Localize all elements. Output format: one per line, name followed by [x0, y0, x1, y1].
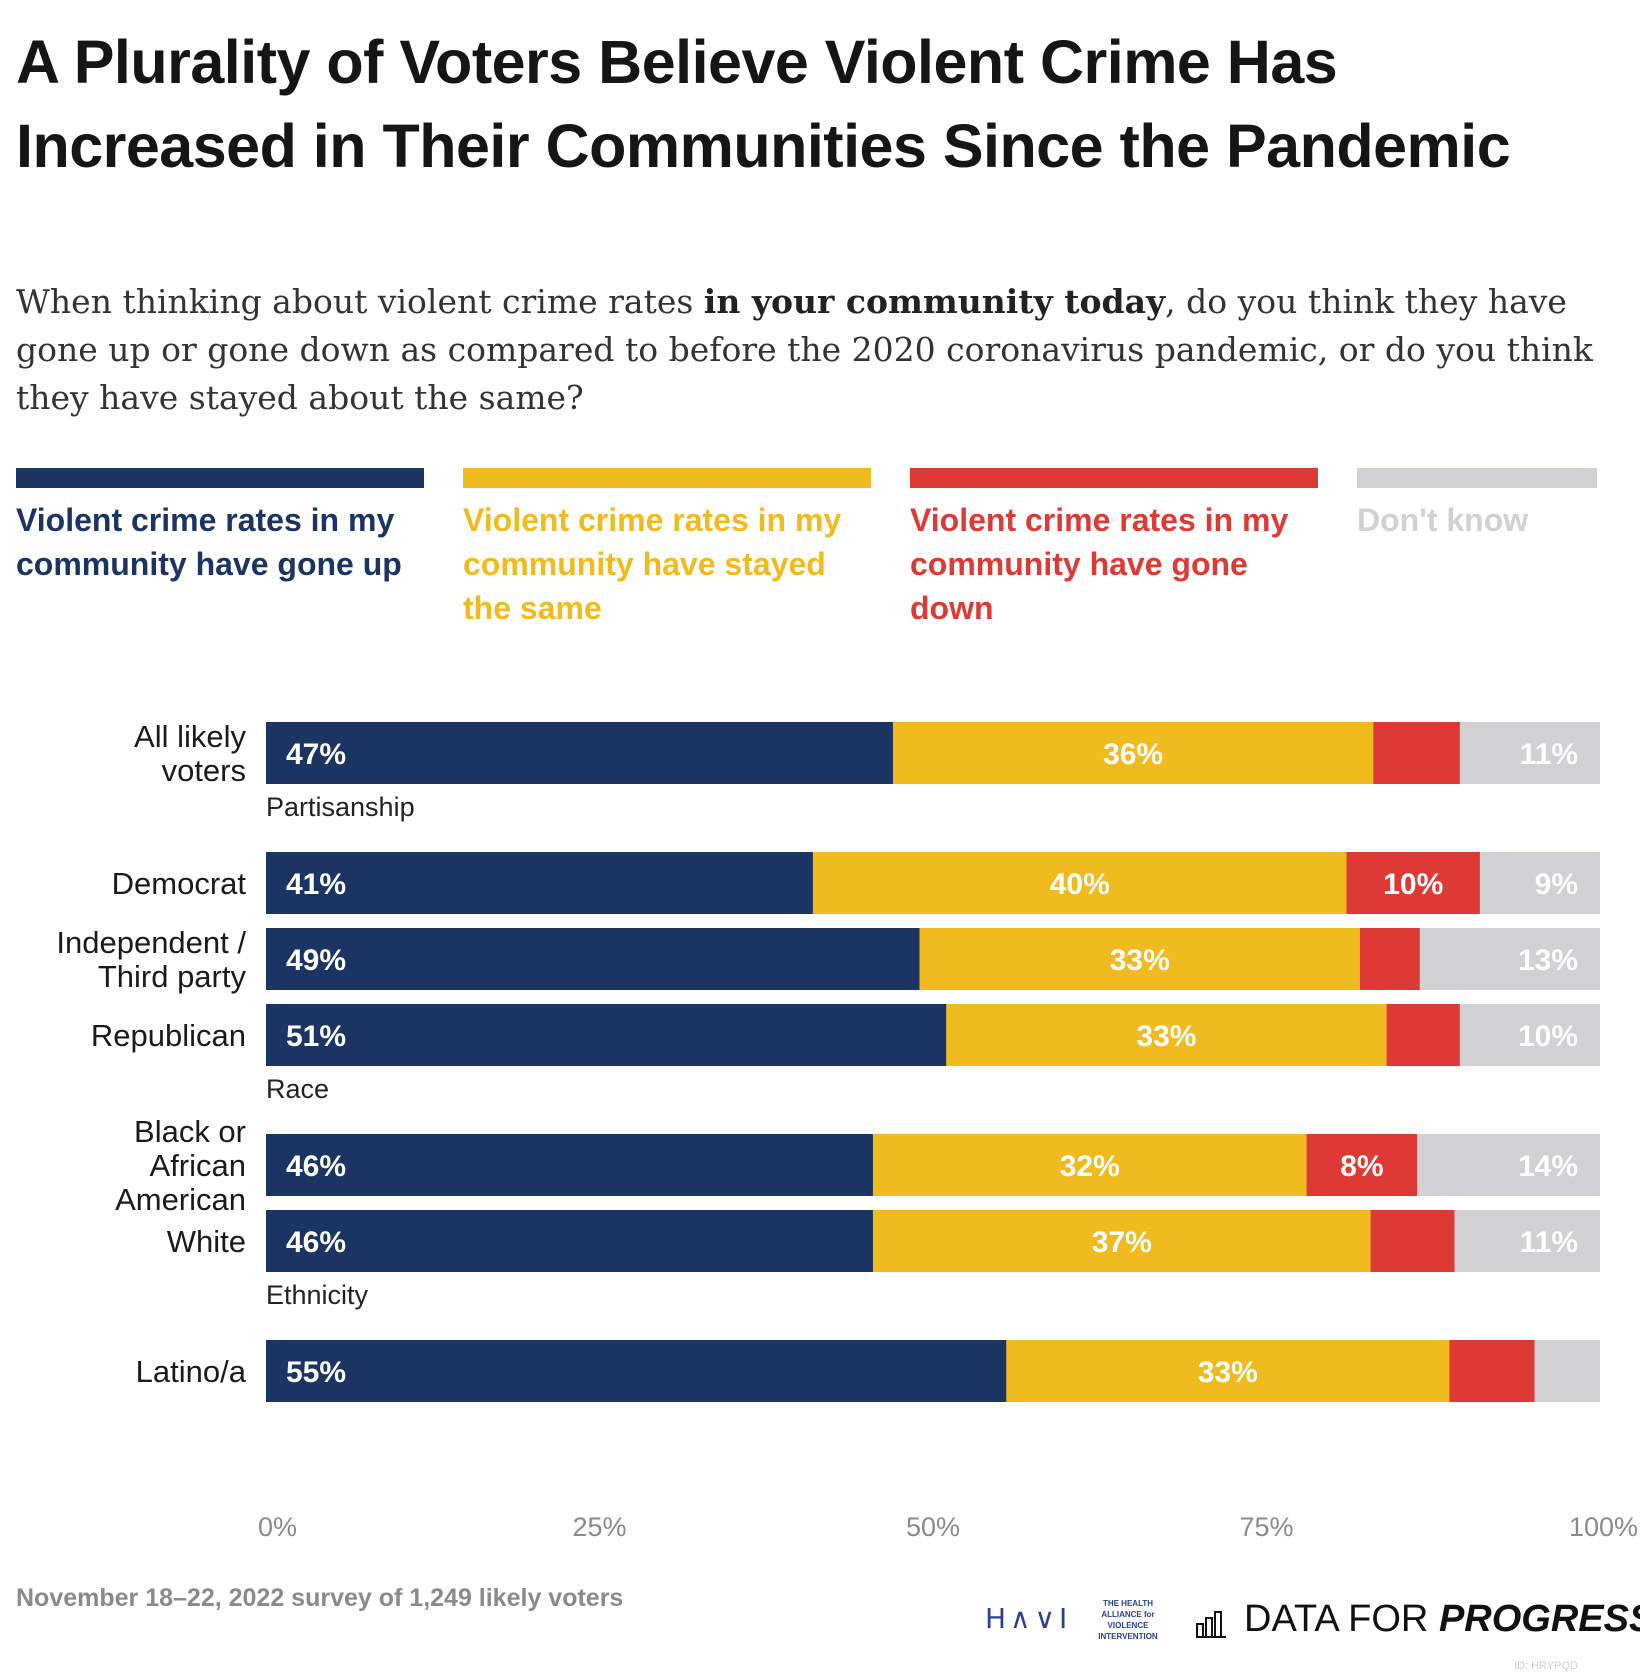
category-label-republican: Republican: [91, 1018, 246, 1053]
chart-id: ID: HRYPQD: [1514, 1660, 1578, 1672]
bar-segment-independent-third-party-gone-down: [1359, 928, 1420, 990]
bar-segment-republican-gone-up: [266, 1004, 947, 1066]
legend-swatch-gone-down: [910, 468, 1318, 488]
category-label-white: White: [167, 1224, 246, 1259]
x-tick-label: 100%: [1569, 1512, 1638, 1542]
data-label-independent-third-party-stayed-same: 33%: [1110, 944, 1170, 977]
category-label-independent-third-party: Independent /: [56, 925, 246, 960]
subtitle-text-start: When thinking about violent crime rates: [16, 282, 704, 321]
bar-segment-black-or-african-american-stayed-same: [872, 1134, 1307, 1196]
bar-segment-white-gone-down: [1370, 1210, 1455, 1272]
data-label-all-likely-voters-dont-know: 11%: [1520, 738, 1578, 771]
data-label-all-likely-voters-stayed-same: 36%: [1103, 738, 1163, 771]
data-label-white-stayed-same: 37%: [1092, 1226, 1152, 1259]
bar-segment-independent-third-party-stayed-same: [919, 928, 1360, 990]
category-label-black-or-african-american: Black or: [134, 1114, 246, 1149]
dfp-wordmark-bold: PROGRESS: [1438, 1598, 1640, 1640]
legend-swatch-dont-know: [1357, 468, 1597, 488]
data-label-black-or-african-american-gone-up: 46%: [286, 1150, 346, 1183]
data-label-democrat-gone-down: 10%: [1383, 868, 1443, 901]
legend-label-dont-know: Don't know: [1357, 502, 1529, 538]
bar-segment-democrat-dont-know: [1479, 852, 1600, 914]
data-label-latino-a-gone-up: 55%: [286, 1356, 346, 1389]
havi-logo-mark: H∧∨I: [985, 1602, 1072, 1635]
category-label-latino-a: Latino/a: [136, 1354, 247, 1389]
havi-logo: H∧∨I THE HEALTH ALLIANCE for VIOLENCE IN…: [985, 1598, 1165, 1644]
bar-segment-latino-a-stayed-same: [1006, 1340, 1450, 1402]
survey-note: November 18–22, 2022 survey of 1,249 lik…: [16, 1584, 624, 1612]
bar-segment-all-likely-voters-stayed-same: [892, 722, 1374, 784]
bar-segment-white-stayed-same: [872, 1210, 1371, 1272]
legend-label-gone-up: Violent crime rates in my community have…: [16, 502, 402, 582]
data-label-black-or-african-american-stayed-same: 32%: [1060, 1150, 1120, 1183]
data-label-republican-dont-know: 10%: [1518, 1020, 1578, 1053]
bar-segment-black-or-african-american-dont-know: [1417, 1134, 1600, 1196]
x-tick-label: 25%: [572, 1512, 626, 1542]
bar-segment-democrat-gone-down: [1346, 852, 1480, 914]
category-label-black-or-african-american: American: [115, 1182, 246, 1217]
bar-segment-latino-a-gone-down: [1449, 1340, 1535, 1402]
havi-logo-text: THE HEALTH ALLIANCE for VIOLENCE INTERVE…: [1098, 1599, 1158, 1641]
bar-segment-independent-third-party-gone-up: [266, 928, 920, 990]
bar-segment-white-dont-know: [1454, 1210, 1600, 1272]
bar-segment-republican-dont-know: [1459, 1004, 1600, 1066]
x-tick-label: 75%: [1239, 1512, 1293, 1542]
category-label-black-or-african-american: African: [150, 1148, 246, 1183]
bar-segment-latino-a-dont-know: [1534, 1340, 1600, 1402]
data-for-progress-wordmark: DATA FOR PROGRESS: [1244, 1598, 1640, 1641]
data-label-independent-third-party-dont-know: 13%: [1518, 944, 1578, 977]
category-label-all-likely-voters: All likely: [134, 719, 246, 754]
legend-label-gone-down: Violent crime rates in my community have…: [910, 502, 1289, 626]
data-label-democrat-stayed-same: 40%: [1050, 868, 1110, 901]
bar-segment-democrat-gone-up: [266, 852, 813, 914]
legend-item-dont-know: Don't know: [1357, 468, 1597, 542]
bar-segment-all-likely-voters-gone-down: [1373, 722, 1460, 784]
data-label-republican-stayed-same: 33%: [1136, 1020, 1196, 1053]
bar-segment-republican-stayed-same: [946, 1004, 1387, 1066]
group-heading: Race: [266, 1074, 329, 1104]
bar-segment-all-likely-voters-dont-know: [1459, 722, 1600, 784]
category-label-independent-third-party: Third party: [98, 959, 247, 994]
bar-segment-democrat-stayed-same: [812, 852, 1347, 914]
bar-segment-black-or-african-american-gone-up: [266, 1134, 873, 1196]
dfp-wordmark-plain: DATA FOR: [1244, 1598, 1439, 1640]
data-label-white-dont-know: 11%: [1520, 1226, 1578, 1259]
legend-swatch-stayed-same: [463, 468, 871, 488]
data-label-black-or-african-american-dont-know: 14%: [1518, 1150, 1578, 1183]
bar-segment-independent-third-party-dont-know: [1419, 928, 1600, 990]
legend-item-stayed-same: Violent crime rates in my community have…: [463, 468, 871, 630]
data-label-independent-third-party-gone-up: 49%: [286, 944, 346, 977]
data-label-republican-gone-up: 51%: [286, 1020, 346, 1053]
data-label-black-or-african-american-gone-down: 8%: [1340, 1150, 1383, 1183]
bar-segment-republican-gone-down: [1386, 1004, 1460, 1066]
legend: Violent crime rates in my community have…: [16, 468, 1606, 648]
x-tick-label: 50%: [906, 1512, 960, 1542]
bar-segment-black-or-african-american-gone-down: [1306, 1134, 1418, 1196]
category-label-democrat: Democrat: [112, 866, 247, 901]
data-label-democrat-gone-up: 41%: [286, 868, 346, 901]
bar-chart-icon: [1196, 1611, 1226, 1638]
x-tick-label: 0%: [258, 1512, 297, 1542]
data-label-all-likely-voters-gone-up: 47%: [286, 738, 346, 771]
legend-swatch-gone-up: [16, 468, 424, 488]
group-heading: Partisanship: [266, 792, 415, 822]
legend-label-stayed-same: Violent crime rates in my community have…: [463, 502, 842, 626]
group-heading: Ethnicity: [266, 1280, 369, 1310]
chart-subtitle: When thinking about violent crime rates …: [16, 278, 1616, 422]
data-label-democrat-dont-know: 9%: [1535, 868, 1578, 901]
subtitle-text-end: , do you think they have gone up or gone…: [16, 282, 1593, 417]
subtitle-emphasis: in your community today: [703, 282, 1166, 321]
data-label-white-gone-up: 46%: [286, 1226, 346, 1259]
category-label-all-likely-voters: voters: [162, 753, 246, 788]
bar-segment-latino-a-gone-up: [266, 1340, 1007, 1402]
legend-item-gone-down: Violent crime rates in my community have…: [910, 468, 1318, 630]
data-label-latino-a-stayed-same: 33%: [1198, 1356, 1258, 1389]
chart-title: A Plurality of Voters Believe Violent Cr…: [16, 28, 1511, 180]
bar-segment-white-gone-up: [266, 1210, 873, 1272]
legend-item-gone-up: Violent crime rates in my community have…: [16, 468, 424, 586]
bar-segment-all-likely-voters-gone-up: [266, 722, 893, 784]
